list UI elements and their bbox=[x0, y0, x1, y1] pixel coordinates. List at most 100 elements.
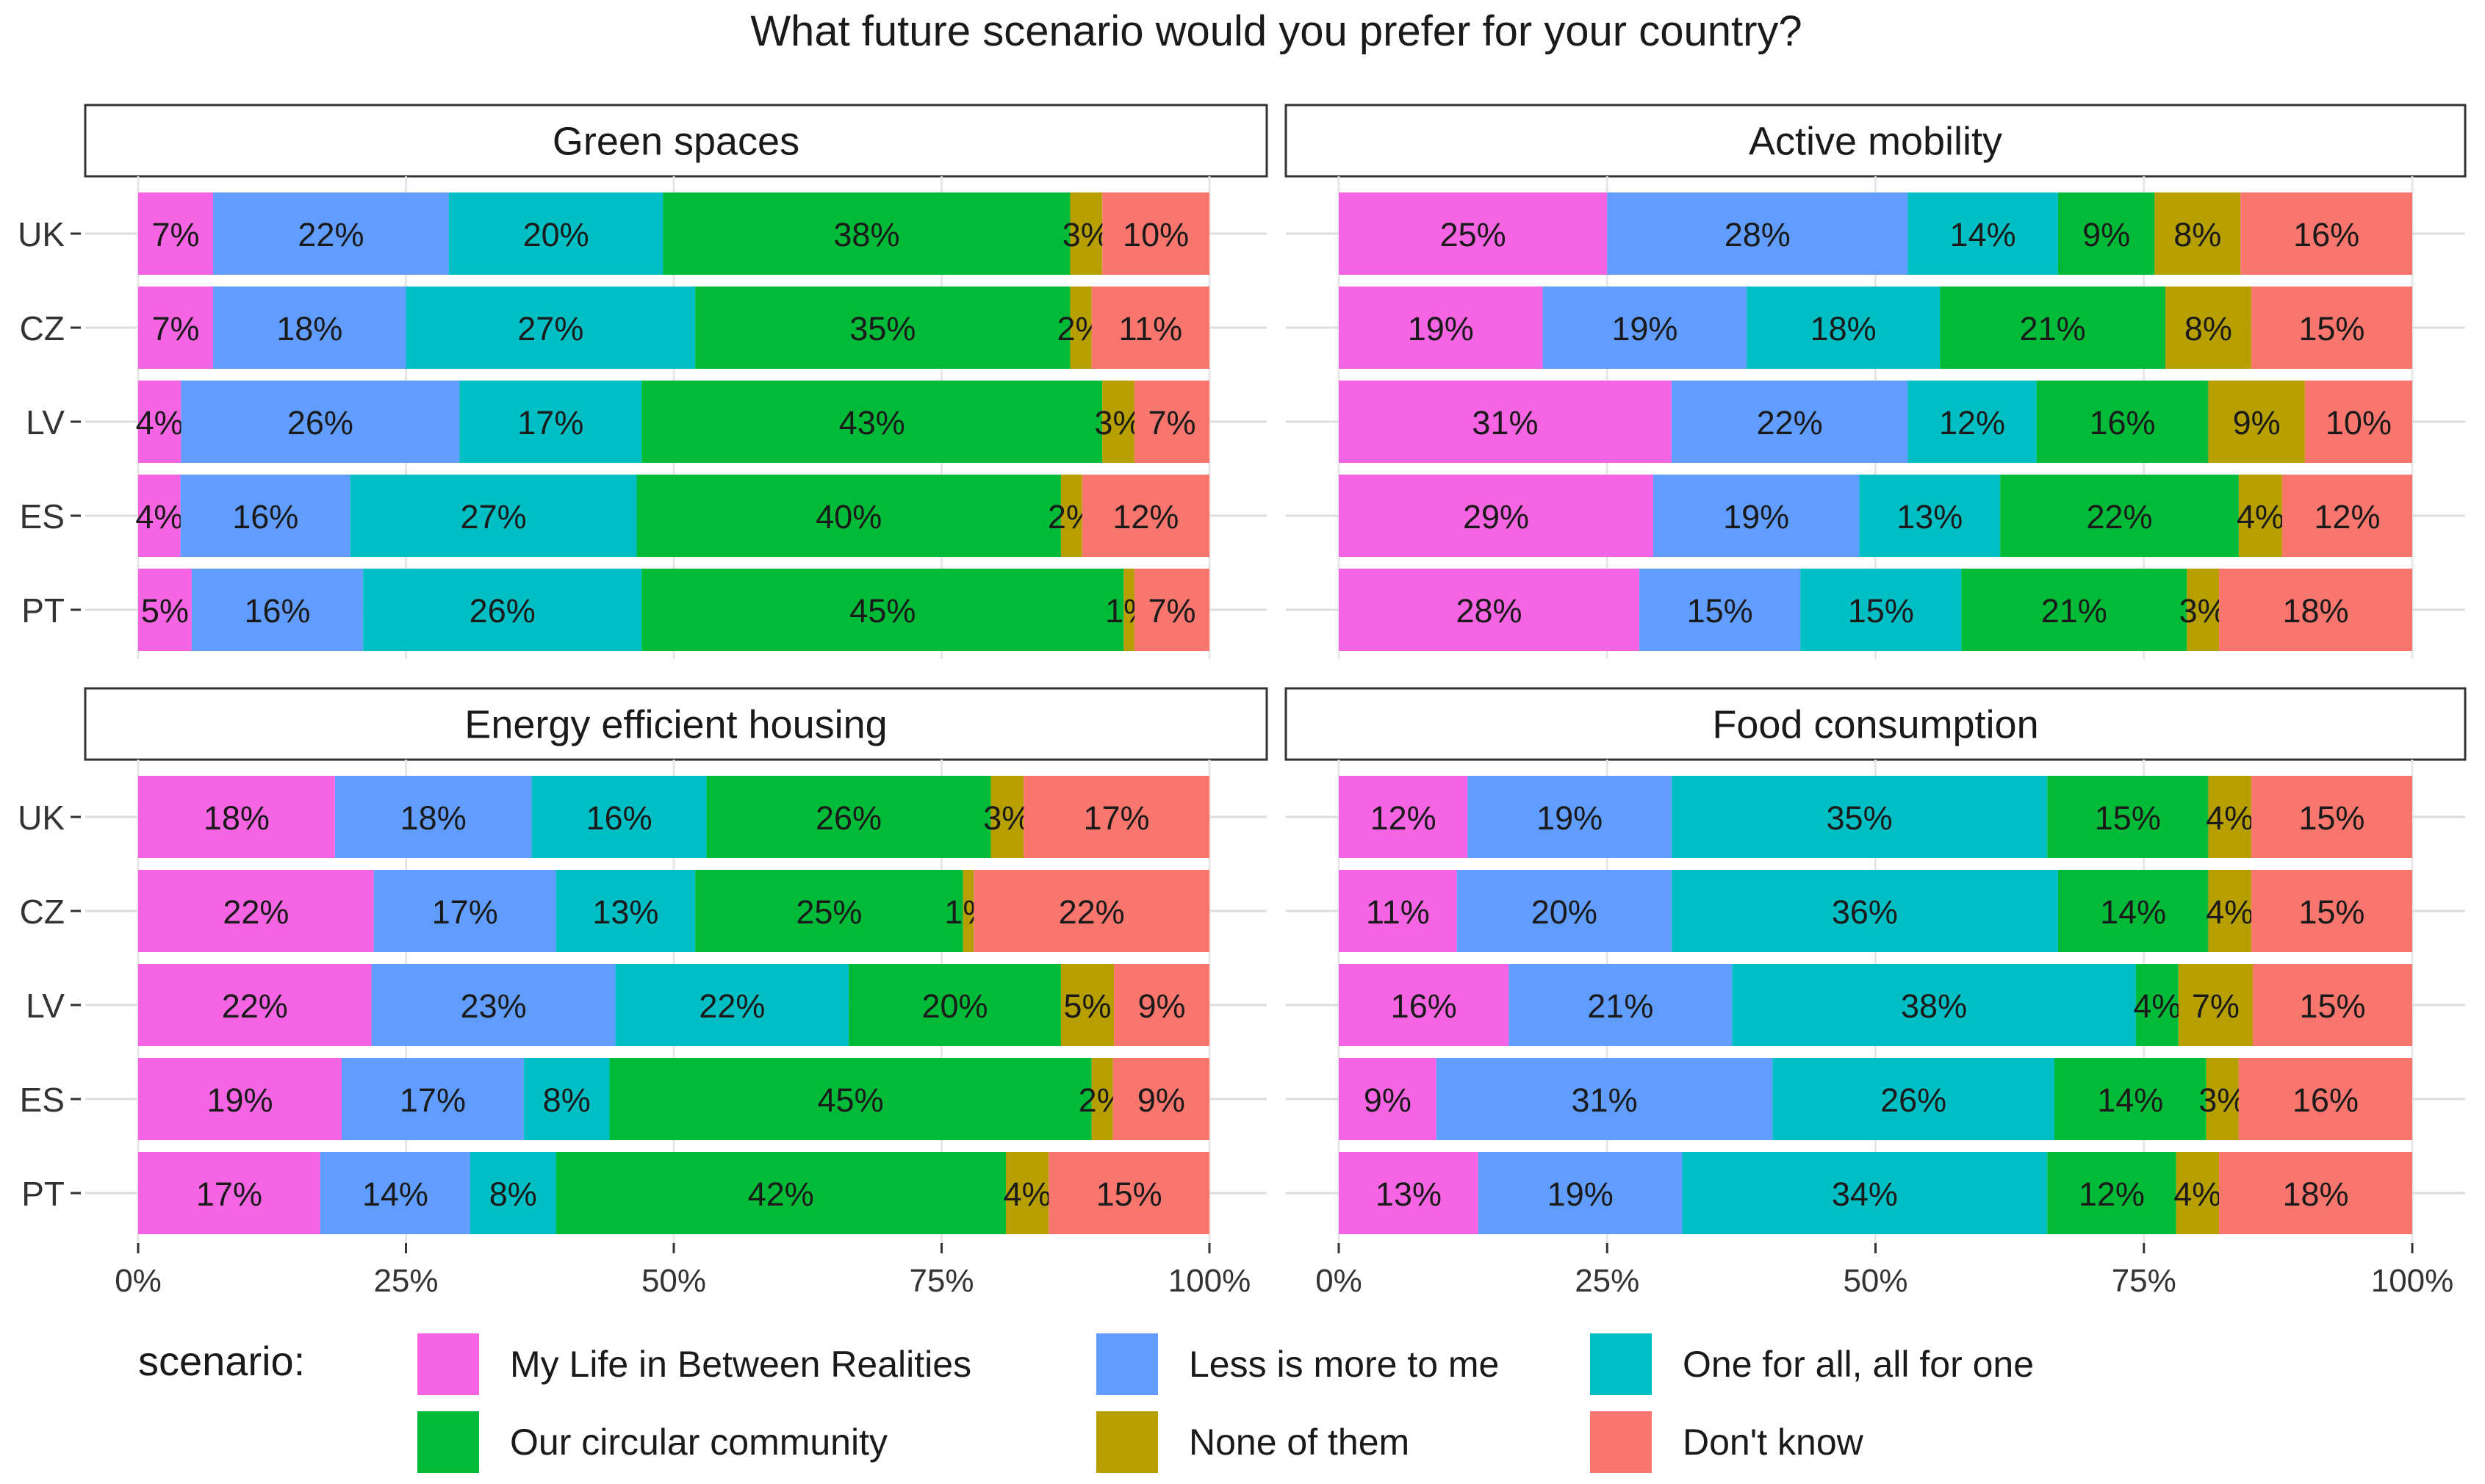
bar-segment-my-life-in-between-realities bbox=[1339, 870, 1457, 952]
row-label-cz: CZ bbox=[20, 893, 65, 931]
bar-segment-my-life-in-between-realities bbox=[1339, 569, 1640, 651]
bar-segment-don-t-know bbox=[1024, 776, 1209, 858]
x-tick-label: 100% bbox=[1168, 1263, 1251, 1299]
bar-segment-our-circular-community bbox=[641, 381, 1103, 463]
data-label: 40% bbox=[816, 498, 882, 536]
data-label: 26% bbox=[1880, 1081, 1946, 1119]
bar-segment-less-is-more-to-me bbox=[320, 1152, 470, 1234]
data-label: 4% bbox=[2133, 987, 2181, 1025]
bar-segment-none-of-them bbox=[1005, 1152, 1049, 1234]
legend-label-my-life-in-between-realities: My Life in Between Realities bbox=[510, 1344, 971, 1385]
bar-segment-none-of-them bbox=[2187, 569, 2220, 651]
x-tick-label: 75% bbox=[909, 1263, 974, 1299]
bar-segment-don-t-know bbox=[2219, 569, 2412, 651]
bar-segment-less-is-more-to-me bbox=[1671, 381, 1908, 463]
data-label: 4% bbox=[2173, 1175, 2221, 1213]
bar-segment-one-for-all-all-for-one bbox=[1800, 569, 1962, 651]
row-label-uk: UK bbox=[18, 215, 65, 253]
bar-segment-none-of-them bbox=[963, 870, 974, 952]
data-label: 16% bbox=[2293, 216, 2359, 253]
panel-green-spaces: Green spaces UK 7% 22% 20% 38% 3% 10% CZ 7% 18% 27%… bbox=[18, 104, 1268, 659]
data-label: 9% bbox=[2082, 216, 2130, 253]
panel-active-mobility: Active mobility 25% 28% 14% 9% 8% 16% 19% 19% 18%… bbox=[1284, 104, 2467, 659]
bar-segment-don-t-know bbox=[2251, 287, 2412, 369]
data-label: 19% bbox=[206, 1081, 273, 1119]
data-label: 26% bbox=[287, 404, 353, 442]
data-label: 17% bbox=[432, 893, 498, 931]
data-label: 31% bbox=[1472, 404, 1538, 442]
legend-key-my-life-in-between-realities bbox=[417, 1333, 479, 1395]
x-tick-label: 25% bbox=[373, 1263, 438, 1299]
bar-segment-less-is-more-to-me bbox=[1508, 964, 1733, 1046]
bar-segment-none-of-them bbox=[1102, 381, 1134, 463]
data-label: 3% bbox=[2179, 592, 2227, 630]
bar-segment-my-life-in-between-realities bbox=[138, 964, 372, 1046]
panel-strip bbox=[1284, 104, 2467, 178]
data-label: 22% bbox=[222, 987, 288, 1025]
data-label: 14% bbox=[2097, 1081, 2163, 1119]
bar-segment-my-life-in-between-realities bbox=[138, 569, 192, 651]
bar-segment-none-of-them bbox=[2208, 381, 2305, 463]
bar-segment-my-life-in-between-realities bbox=[138, 1058, 342, 1140]
data-label: 26% bbox=[470, 592, 536, 630]
data-label: 12% bbox=[1370, 799, 1436, 837]
bar-segment-one-for-all-all-for-one bbox=[555, 870, 696, 952]
data-label: 12% bbox=[2314, 498, 2380, 536]
legend-key-our-circular-community bbox=[417, 1411, 479, 1473]
data-label: 7% bbox=[152, 310, 200, 347]
data-label: 9% bbox=[1137, 1081, 1185, 1119]
panel-strip bbox=[1284, 687, 2467, 761]
bar-segment-one-for-all-all-for-one bbox=[1671, 870, 2058, 952]
legend-label-none-of-them: None of them bbox=[1189, 1422, 1409, 1463]
bar-segment-don-t-know bbox=[2281, 475, 2412, 557]
bar-segment-one-for-all-all-for-one bbox=[1682, 1152, 2048, 1234]
bar-segment-less-is-more-to-me bbox=[191, 569, 364, 651]
legend-key-don-t-know bbox=[1590, 1411, 1652, 1473]
bar-segment-one-for-all-all-for-one bbox=[1859, 475, 2001, 557]
data-label: 25% bbox=[1440, 216, 1506, 253]
bar-segment-less-is-more-to-me bbox=[1436, 1058, 1773, 1140]
bar-segment-less-is-more-to-me bbox=[1467, 776, 1672, 858]
bar-segment-none-of-them bbox=[1060, 964, 1115, 1046]
data-label: 8% bbox=[489, 1175, 537, 1213]
bar-segment-don-t-know bbox=[2304, 381, 2412, 463]
data-label: 9% bbox=[1364, 1081, 1411, 1119]
bar-segment-none-of-them bbox=[1060, 475, 1082, 557]
bar-segment-my-life-in-between-realities bbox=[138, 192, 214, 275]
data-label: 20% bbox=[922, 987, 988, 1025]
legend-title: scenario: bbox=[138, 1338, 305, 1384]
bar-segment-our-circular-community bbox=[2000, 475, 2239, 557]
data-label: 15% bbox=[2299, 987, 2365, 1025]
bar-segment-less-is-more-to-me bbox=[373, 870, 556, 952]
bar-segment-my-life-in-between-realities bbox=[1339, 776, 1468, 858]
panel-strip bbox=[84, 104, 1268, 178]
row-label-lv: LV bbox=[26, 403, 65, 442]
data-label: 21% bbox=[1587, 987, 1653, 1025]
panel-energy-efficient-housing: Energy efficient housing UK 18% 18% 16% 26% 3%… bbox=[18, 687, 1268, 1299]
bar-segment-one-for-all-all-for-one bbox=[470, 1152, 556, 1234]
bar-segment-my-life-in-between-realities bbox=[138, 475, 181, 557]
data-label: 19% bbox=[1547, 1175, 1614, 1213]
data-label: 16% bbox=[2292, 1081, 2359, 1119]
data-label: 12% bbox=[2079, 1175, 2145, 1213]
bar-segment-my-life-in-between-realities bbox=[138, 870, 374, 952]
data-label: 9% bbox=[2233, 404, 2281, 442]
x-tick-label: 50% bbox=[641, 1263, 706, 1299]
bar-segment-don-t-know bbox=[2240, 192, 2412, 275]
legend-key-less-is-more-to-me bbox=[1096, 1333, 1158, 1395]
bar-segment-our-circular-community bbox=[609, 1058, 1092, 1140]
bar-segment-our-circular-community bbox=[1961, 569, 2187, 651]
data-label: 7% bbox=[1148, 404, 1195, 442]
bar-segment-our-circular-community bbox=[555, 1152, 1006, 1234]
data-label: 27% bbox=[461, 498, 527, 536]
data-label: 18% bbox=[276, 310, 342, 347]
data-label: 15% bbox=[2298, 310, 2364, 347]
bar-segment-don-t-know bbox=[1112, 1058, 1209, 1140]
data-label: 9% bbox=[1138, 987, 1186, 1025]
data-label: 11% bbox=[1366, 893, 1430, 931]
data-label: 15% bbox=[1687, 592, 1753, 630]
bar-segment-don-t-know bbox=[1082, 475, 1209, 557]
bar-segment-less-is-more-to-me bbox=[1478, 1152, 1683, 1234]
data-label: 4% bbox=[2206, 893, 2254, 931]
bar-segment-none-of-them bbox=[1091, 1058, 1113, 1140]
